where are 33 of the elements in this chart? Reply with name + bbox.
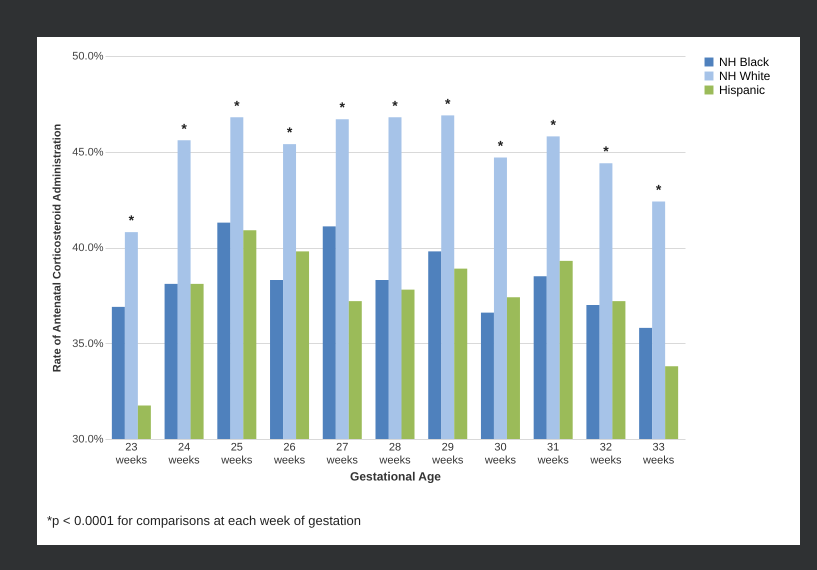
x-axis-title: Gestational Age — [350, 470, 442, 484]
x-tick-label: 33 weeks — [642, 442, 675, 466]
annotation: * — [445, 95, 451, 112]
y-tick-label: 45.0% — [72, 146, 104, 158]
x-tick-label: 30 weeks — [484, 442, 517, 466]
x-tick-label: 24 weeks — [167, 442, 200, 466]
y-tick-label: 35.0% — [72, 338, 104, 350]
annotation: * — [392, 97, 398, 114]
annotation: * — [656, 182, 662, 198]
x-tick-label: 25 weeks — [220, 442, 253, 466]
annotation: * — [603, 143, 610, 160]
annotation: * — [234, 97, 240, 114]
y-tick-label: 40.0% — [72, 242, 104, 254]
legend-label: Hispanic — [719, 83, 766, 97]
y-tick-label: 50.0% — [72, 50, 104, 62]
x-tick-label: 28 weeks — [378, 442, 412, 466]
y-tick-label: 30.0% — [72, 434, 104, 446]
annotation: * — [550, 116, 556, 132]
x-tick-label: 27 weeks — [326, 442, 358, 466]
x-tick-label: 32 weeks — [589, 442, 622, 466]
annotation: * — [128, 212, 135, 228]
annotation: * — [181, 120, 188, 136]
legend-label: NH White — [719, 69, 771, 83]
annotation: * — [498, 137, 504, 154]
x-tick-label: 26 weeks — [272, 442, 306, 466]
text: *p < 0.0001 for comparisons at each week of gestation — [47, 513, 361, 528]
annotation: * — [286, 124, 293, 140]
legend-label: NH Black — [719, 55, 770, 69]
x-tick-label: 31 weeks — [536, 442, 570, 466]
x-tick-label: 23 weeks — [114, 442, 148, 466]
y-axis-title: Rate of Antenatal Corticosteroid Administration — [51, 123, 64, 372]
annotation: * — [340, 99, 346, 116]
x-tick-label: 29 weeks — [431, 442, 464, 466]
